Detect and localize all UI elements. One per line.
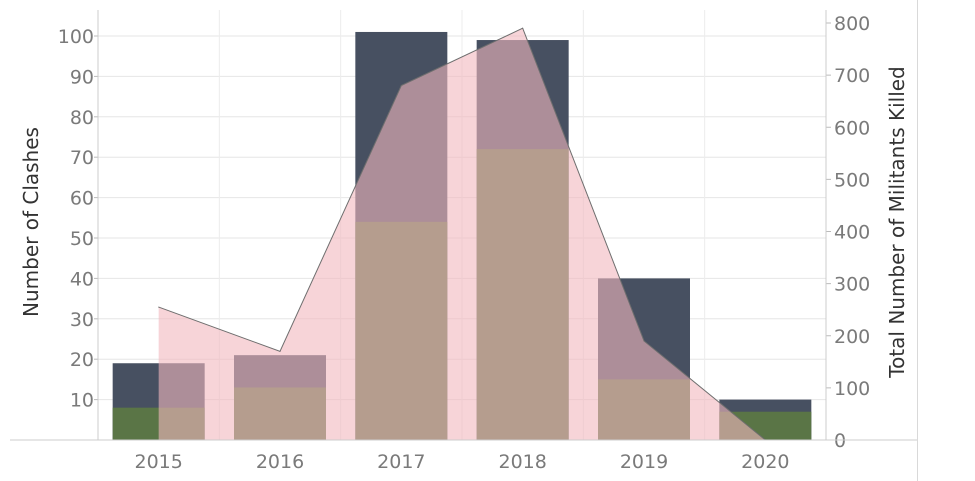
left-tick-label-20: 20 [70, 349, 94, 371]
right-tick-label-600: 600 [834, 117, 870, 139]
militants-killed-area [158, 27, 766, 441]
right-tick-label-100: 100 [834, 378, 870, 400]
left-tick-label-80: 80 [70, 107, 94, 129]
militants-point-2015 [158, 306, 160, 308]
x-tick-label-2015: 2015 [134, 451, 182, 473]
right-tick-label-800: 800 [834, 13, 870, 35]
right-tick-label-200: 200 [834, 326, 870, 348]
right-axis-ticks: 0 100 200 300 400 500 600 700 800 [826, 13, 870, 452]
militants-point-2017 [400, 85, 402, 87]
x-tick-label-2016: 2016 [256, 451, 304, 473]
x-axis-ticks: 2015 2016 2017 2018 2019 2020 [134, 451, 789, 473]
x-tick-label-2018: 2018 [498, 451, 546, 473]
right-tick-label-400: 400 [834, 222, 870, 244]
militants-point-2016 [279, 350, 281, 352]
left-tick-label-90: 90 [70, 66, 94, 88]
militants-area-line [158, 27, 766, 441]
left-tick-label-60: 60 [70, 188, 94, 210]
militants-area-fill [158, 28, 766, 441]
right-tick-label-700: 700 [834, 65, 870, 87]
left-tick-label-50: 50 [70, 228, 94, 250]
right-axis-title: Total Number of Militants Killed [885, 66, 909, 379]
left-tick-label-40: 40 [70, 268, 94, 290]
left-tick-label-30: 30 [70, 309, 94, 331]
left-tick-label-10: 10 [70, 390, 94, 412]
right-border-line [917, 0, 918, 481]
axes [10, 10, 917, 441]
left-axis-title: Number of Clashes [19, 127, 43, 317]
x-tick-label-2020: 2020 [741, 451, 789, 473]
militants-point-2019 [643, 340, 645, 342]
militants-point-2018 [522, 27, 524, 29]
x-tick-label-2017: 2017 [377, 451, 425, 473]
left-axis-ticks: 10 20 30 40 50 60 70 80 90 100 [58, 26, 98, 412]
right-tick-label-500: 500 [834, 169, 870, 191]
right-tick-label-300: 300 [834, 274, 870, 296]
left-tick-label-70: 70 [70, 147, 94, 169]
left-tick-label-100: 100 [58, 26, 94, 48]
x-tick-label-2019: 2019 [620, 451, 668, 473]
right-tick-label-0: 0 [834, 430, 846, 452]
